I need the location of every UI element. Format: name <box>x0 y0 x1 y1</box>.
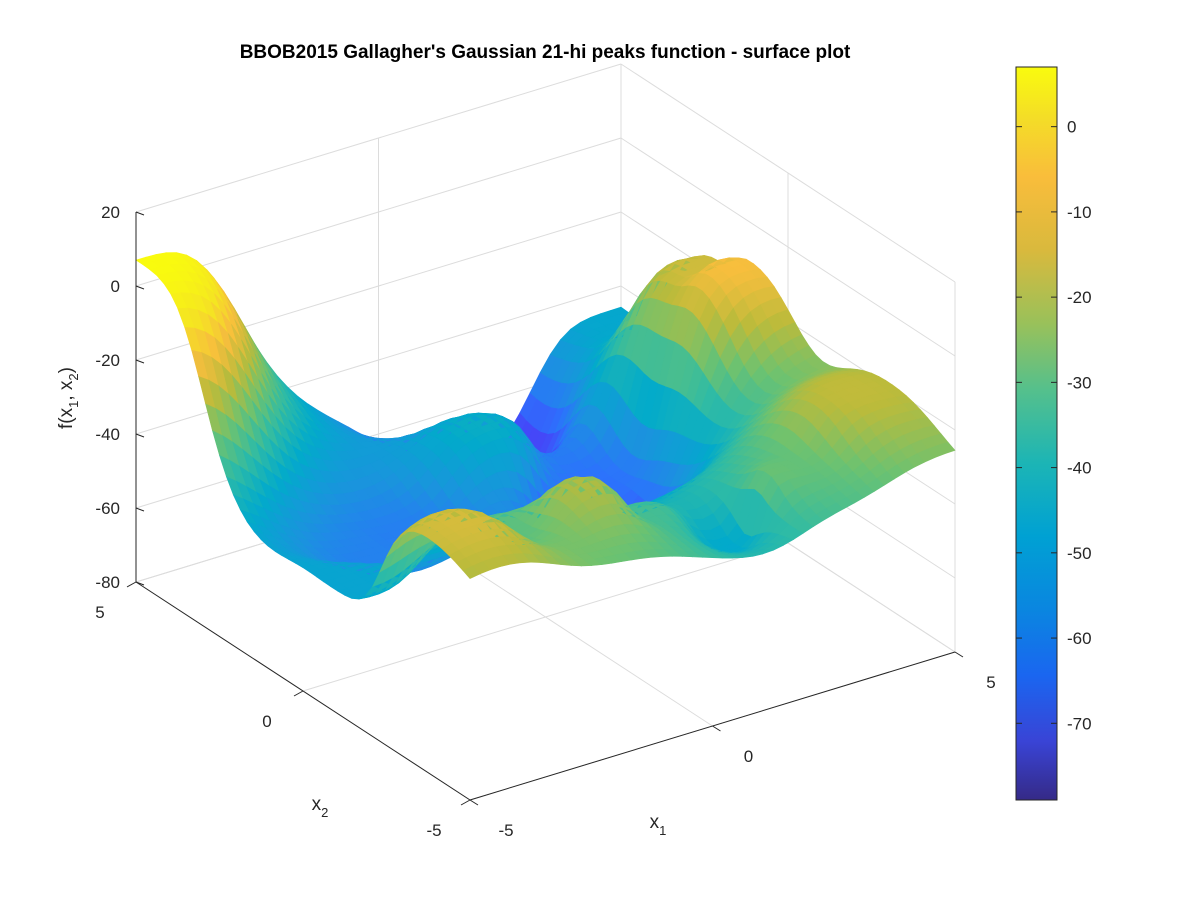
axis-line <box>469 799 479 806</box>
axis-line <box>135 359 145 364</box>
z-tick-label: -60 <box>95 499 120 518</box>
axes <box>126 211 964 806</box>
axis-line <box>126 581 137 588</box>
x-tick-label: -5 <box>498 821 513 840</box>
x-axis-label: x1 <box>650 812 667 838</box>
colorbar <box>1015 66 1058 801</box>
z-axis-label: f(x1, x2) <box>56 367 81 429</box>
surface-mesh[interactable] <box>135 252 956 600</box>
colorbar-tick-label: -10 <box>1067 203 1092 222</box>
y-tick-label: -5 <box>426 821 441 840</box>
z-tick-label: 20 <box>101 203 120 222</box>
colorbar-tick-label: -40 <box>1067 459 1092 478</box>
colorbar-tick-label: 0 <box>1067 118 1076 137</box>
chart-title: BBOB2015 Gallagher's Gaussian 21-hi peak… <box>240 42 851 63</box>
surface-facet <box>937 441 956 455</box>
colorbar-tick-label: -60 <box>1067 629 1092 648</box>
axis-line <box>135 285 145 290</box>
x-tick-label: 0 <box>744 747 753 766</box>
z-tick-label: -40 <box>95 425 120 444</box>
z-tick-label: -80 <box>95 573 120 592</box>
z-tick-label: -20 <box>95 351 120 370</box>
y-axis-label: x2 <box>312 794 329 820</box>
z-tick-label: 0 <box>111 277 120 296</box>
colorbar-tick-label: -30 <box>1067 373 1092 392</box>
y-tick-label: 5 <box>95 603 104 622</box>
axis-line <box>954 651 964 658</box>
axis-line <box>293 690 304 697</box>
y-tick-label: 0 <box>262 712 271 731</box>
colorbar-tick-label: -70 <box>1067 714 1092 733</box>
axis-line <box>135 507 145 512</box>
axis-line <box>135 211 145 216</box>
tick-labels: -5 0 5 -5 0 5 -80 -60 -40 -20 0 20 <box>95 203 995 840</box>
axis-line <box>135 433 145 438</box>
colorbar-tick-label: -50 <box>1067 544 1092 563</box>
axis-line <box>135 581 145 586</box>
axis-line <box>460 799 471 806</box>
x-tick-label: 5 <box>986 673 995 692</box>
axis-line <box>712 725 721 732</box>
colorbar-tick-label: -20 <box>1067 288 1092 307</box>
colorbar-ticks: 0 -10 -20 -30 -40 -50 -60 -70 <box>1016 118 1092 733</box>
